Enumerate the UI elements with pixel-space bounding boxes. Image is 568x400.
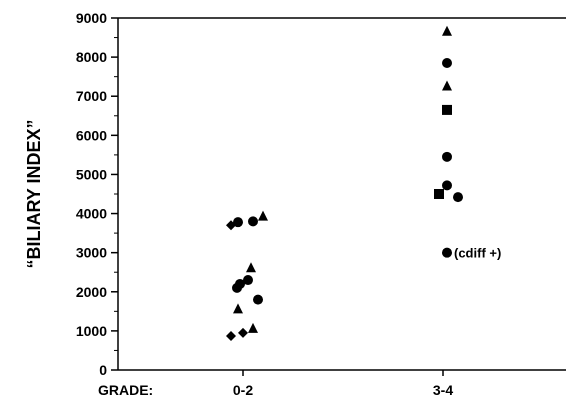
data-point-circle bbox=[442, 180, 452, 191]
data-point-circle bbox=[442, 247, 452, 258]
axes bbox=[117, 17, 566, 371]
y-axis-label: “BILIARY INDEX” bbox=[24, 119, 44, 268]
data-point-diamond bbox=[238, 327, 248, 338]
point-annotation: (cdiff +) bbox=[454, 246, 501, 261]
y-tick-label: 3000 bbox=[76, 245, 107, 261]
data-point-circle bbox=[233, 217, 243, 228]
y-tick-label: 4000 bbox=[76, 206, 107, 222]
data-point-triangle bbox=[248, 322, 258, 333]
y-tick-label: 5000 bbox=[76, 166, 107, 182]
x-tick-label: 3-4 bbox=[433, 382, 453, 398]
y-tick-label: 8000 bbox=[76, 49, 107, 65]
data-point-diamond bbox=[226, 330, 236, 341]
y-tick-label: 2000 bbox=[76, 284, 107, 300]
x-tick-label: 0-2 bbox=[233, 382, 253, 398]
data-point-circle bbox=[442, 57, 452, 68]
data-point-triangle bbox=[442, 80, 452, 91]
data-point-triangle bbox=[258, 210, 268, 221]
y-tick-label: 9000 bbox=[76, 10, 107, 26]
data-point-circle bbox=[248, 216, 258, 227]
data-point-circle bbox=[253, 294, 263, 305]
y-tick-label: 7000 bbox=[76, 88, 107, 104]
data-points: (cdiff +) bbox=[226, 25, 501, 341]
data-point-square bbox=[442, 104, 452, 115]
y-tick-label: 6000 bbox=[76, 127, 107, 143]
x-ticks: 0-2 3-4 bbox=[233, 370, 453, 398]
y-ticks: 0 1000 2000 3000 4000 5000 6000 7000 8000 9000 bbox=[76, 10, 118, 378]
data-point-circle bbox=[243, 275, 253, 286]
y-tick-label: 0 bbox=[99, 362, 107, 378]
data-point-circle bbox=[232, 282, 242, 293]
y-tick-label: 1000 bbox=[76, 323, 107, 339]
data-point-square bbox=[434, 189, 444, 199]
data-point-circle bbox=[442, 151, 452, 162]
data-point-triangle bbox=[442, 25, 452, 36]
x-axis-label: GRADE: bbox=[98, 382, 153, 398]
data-point-circle bbox=[453, 192, 463, 203]
data-point-triangle bbox=[233, 303, 243, 314]
data-point-triangle bbox=[246, 262, 256, 273]
